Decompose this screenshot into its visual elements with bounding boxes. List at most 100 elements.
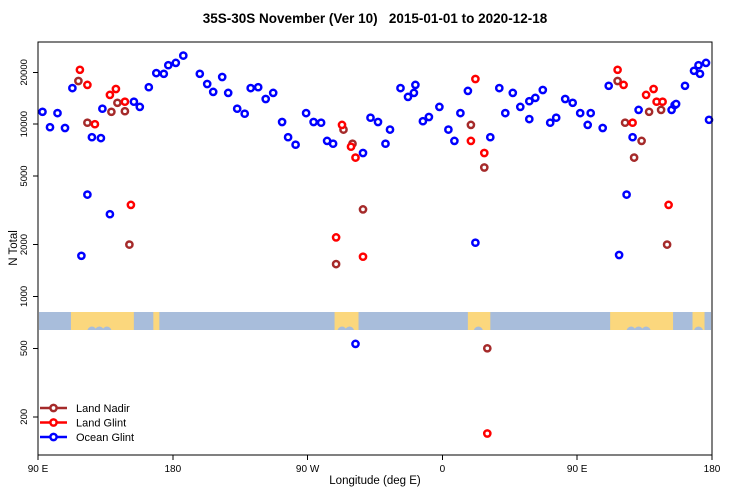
data-point [575, 108, 585, 118]
data-point [53, 108, 62, 118]
map-strip-coast-notch [626, 326, 636, 330]
data-point [524, 96, 534, 106]
data-point [346, 142, 356, 152]
map-strip-coast-notch [634, 326, 643, 330]
data-point [479, 163, 489, 172]
legend-marker-icon [49, 403, 58, 413]
data-point [202, 79, 212, 89]
data-point [351, 339, 360, 349]
data-point [277, 117, 287, 127]
data-point [560, 94, 570, 104]
data-point [622, 190, 631, 199]
axes: 90 E 180 90 W 0 90 E 180 20000 10000 5000 2000 100… [19, 59, 721, 475]
data-point [208, 87, 218, 97]
data-point [634, 105, 643, 115]
data-point [77, 251, 86, 261]
data-point [331, 233, 341, 242]
data-point [60, 123, 70, 133]
data-point [524, 114, 534, 124]
y-tick-label: 20000 [19, 59, 30, 85]
x-axis-label: Longitude (deg E) [329, 475, 421, 487]
legend-label: Land Nadir [76, 403, 130, 415]
x-tick-label: 180 [164, 464, 181, 475]
map-strip-coast-notch [337, 326, 347, 330]
y-tick-label: 500 [19, 340, 30, 356]
data-point [151, 68, 161, 78]
data-point [283, 132, 293, 142]
map-strip-land [692, 312, 705, 330]
data-point [309, 117, 318, 127]
y-tick-label: 5000 [19, 165, 30, 186]
data-point [586, 108, 596, 118]
data-point [515, 102, 525, 112]
data-point [435, 102, 444, 112]
data-point [619, 80, 628, 90]
x-tick-label: 90 E [567, 464, 588, 475]
series-land-glint [75, 65, 673, 438]
data-point [98, 104, 107, 114]
data-point [268, 88, 278, 98]
data-point [301, 108, 311, 118]
data-point [83, 190, 92, 199]
x-tick-label: 90 E [28, 464, 49, 475]
data-point [482, 343, 492, 353]
data-point [358, 205, 368, 214]
map-strip-coast-notch [95, 326, 104, 330]
data-point [171, 58, 181, 68]
data-point [90, 119, 100, 129]
map-strip-coast-notch [345, 326, 354, 330]
data-point [178, 51, 188, 60]
data-point [337, 120, 347, 130]
data-point [373, 117, 383, 127]
data-point [223, 88, 233, 98]
data-point [583, 120, 593, 130]
data-point [113, 98, 122, 108]
data-point [396, 83, 405, 93]
data-point [120, 106, 130, 116]
legend-marker-icon [49, 418, 58, 427]
data-point [331, 259, 341, 269]
map-strip-land [610, 312, 674, 330]
map-strip-coast-notch [694, 326, 703, 330]
plot-frame [37, 41, 713, 456]
data-point [629, 153, 639, 162]
map-strip-land [153, 312, 160, 330]
data-point [479, 148, 489, 158]
data-point [466, 136, 476, 146]
data-point [120, 97, 130, 107]
y-tick-label: 10000 [19, 111, 30, 137]
data-point [456, 108, 465, 118]
data-point [111, 84, 121, 94]
legend-marker-icon [49, 432, 58, 442]
data-point [662, 240, 672, 249]
data-point [471, 74, 480, 84]
y-tick-label: 200 [19, 409, 30, 425]
data-point [628, 132, 637, 142]
data-point [381, 139, 390, 149]
data-point [45, 122, 55, 132]
data-point [613, 65, 622, 75]
data-point [195, 69, 205, 79]
data-point [403, 92, 413, 102]
data-point [358, 252, 368, 262]
data-point [530, 93, 540, 103]
data-point [450, 136, 459, 146]
x-tick-label: 90 W [296, 464, 320, 475]
data-point [424, 112, 434, 122]
data-point [87, 132, 97, 142]
data-point [38, 107, 47, 117]
data-point [232, 104, 242, 114]
data-point [159, 69, 169, 79]
data-point [500, 108, 510, 118]
data-point [135, 102, 145, 112]
data-point [328, 139, 338, 149]
data-point [261, 94, 271, 104]
data-point [83, 118, 92, 128]
data-point [482, 429, 492, 438]
data-point [598, 123, 608, 133]
data-point [695, 69, 705, 79]
map-strip-coast-notch [102, 326, 112, 330]
x-tick-label: 180 [704, 464, 721, 475]
